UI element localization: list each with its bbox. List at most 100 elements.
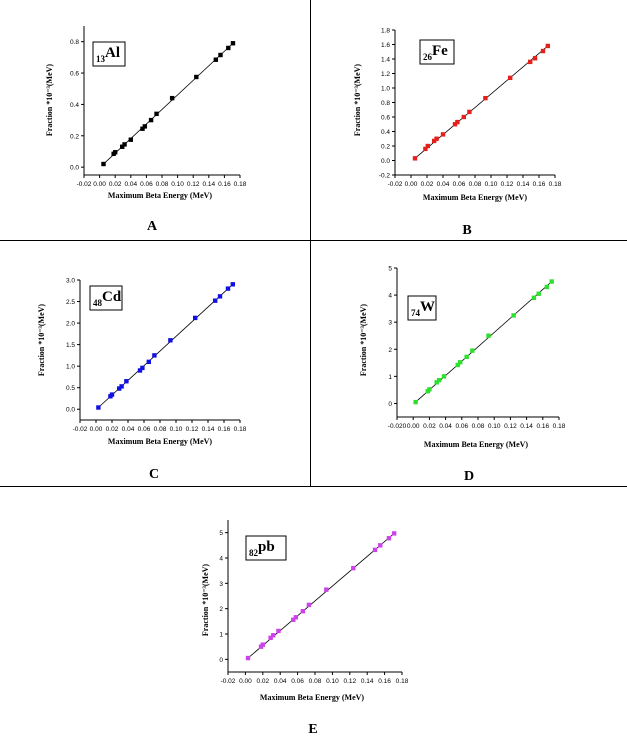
x-tick-label: 0.04 (274, 678, 287, 685)
panel-letter: E (308, 722, 317, 737)
chart-panel-d: -0.020 0.00 0.02 0.04 0.06 0.08 0.10 0.12 0.14 0.… (359, 266, 566, 485)
x-tick-label: 0.10 (171, 181, 184, 188)
x-tick-label: 0.10 (170, 426, 183, 433)
element-label: 26Fe (423, 43, 448, 62)
element-atomic-number: 82 (249, 548, 259, 558)
y-tick-label: 3 (388, 320, 392, 327)
data-point (140, 365, 145, 371)
x-tick-label: 0.00 (90, 426, 103, 433)
data-point (154, 111, 159, 117)
x-tick-label: 0.18 (553, 423, 566, 430)
element-label-box (419, 39, 455, 65)
x-tick-label: 0.14 (517, 181, 530, 188)
data-point (391, 531, 397, 536)
element-label: 13Al (96, 45, 120, 64)
element-atomic-number: 26 (423, 52, 433, 62)
x-tick-label: 0.16 (536, 423, 549, 430)
y-axis-label: Fraction *10⁻³(MeV) (45, 64, 54, 136)
data-point (117, 386, 122, 391)
y-tick-label: 3 (219, 581, 223, 588)
data-point (455, 119, 460, 125)
x-tick-label: 0.00 (239, 678, 252, 685)
x-tick-label: 0.12 (186, 426, 199, 433)
data-point (378, 543, 383, 548)
data-point (549, 279, 554, 284)
data-point (412, 156, 418, 161)
data-point (508, 75, 513, 81)
y-tick-label: 1.6 (381, 42, 390, 49)
data-point (148, 117, 154, 123)
data-point (225, 286, 231, 291)
y-tick-label: 1.2 (381, 71, 390, 78)
y-tick-label: 5 (388, 266, 392, 273)
divider-row-2 (0, 486, 627, 487)
data-point (464, 354, 469, 360)
element-label: 74W (411, 299, 435, 318)
panel-letter: D (464, 469, 474, 484)
data-point (413, 399, 418, 405)
element-label-box (245, 535, 287, 561)
x-tick-label: 0.18 (549, 181, 562, 188)
element-symbol: pb (258, 539, 275, 555)
y-tick-label: 2.5 (66, 299, 75, 306)
divider-col-top (310, 0, 311, 486)
element-label-box (92, 41, 126, 67)
x-tick-label: 0.16 (218, 181, 231, 188)
data-point (245, 655, 251, 661)
element-label: 48Cd (93, 289, 122, 308)
y-tick-label: 2.0 (66, 321, 75, 328)
element-label: 82pb (249, 539, 275, 558)
x-tick-label: 0.02 (423, 423, 436, 430)
data-point (213, 298, 218, 303)
element-symbol: Fe (432, 43, 448, 59)
x-tick-label: 0.00 (407, 423, 420, 430)
y-tick-label: 1.0 (66, 364, 75, 371)
data-point (467, 109, 472, 115)
y-tick-label: 1.0 (381, 86, 390, 93)
data-point (276, 628, 281, 634)
y-tick-label: 5 (219, 530, 223, 537)
data-point (152, 353, 157, 358)
x-tick-label: 0.18 (396, 678, 409, 685)
x-tick-label: 0.06 (140, 181, 153, 188)
x-axis-label: Maximum Beta Energy (MeV) (260, 693, 365, 702)
y-tick-label: 0.0 (66, 407, 75, 414)
x-tick-label: 0.12 (343, 678, 356, 685)
y-tick-label: 0.5 (66, 385, 75, 392)
x-tick-label: -0.02 (221, 678, 236, 685)
x-tick-label: 0.08 (309, 678, 322, 685)
y-tick-label: 1.5 (66, 342, 75, 349)
x-tick-label: 0.18 (234, 181, 247, 188)
x-tick-label: 0.06 (291, 678, 304, 685)
data-point (545, 43, 550, 49)
y-tick-label: 2 (219, 606, 223, 613)
data-point (218, 52, 223, 58)
y-tick-label: 0 (219, 657, 223, 664)
chart-panel-b: -0.02 0.00 0.02 0.04 0.06 0.08 0.10 0.12 0.14 0.1… (353, 28, 562, 239)
x-tick-label: -0.02 (388, 181, 403, 188)
data-point (168, 338, 173, 343)
y-axis-label: Fraction *10⁻³(MeV) (201, 564, 210, 636)
data-point (291, 617, 296, 623)
x-axis-label: Maximum Beta Energy (MeV) (108, 437, 213, 446)
data-point (113, 150, 118, 155)
y-tick-label: 0.8 (70, 39, 79, 46)
data-point (128, 137, 133, 142)
x-tick-label: 0.16 (218, 426, 231, 433)
data-point (386, 536, 392, 541)
x-tick-label: 0.08 (154, 426, 167, 433)
y-tick-label: 4 (219, 556, 223, 563)
x-tick-label: 0.00 (405, 181, 418, 188)
data-point (124, 379, 129, 384)
x-tick-label: 0.06 (453, 181, 466, 188)
data-point (461, 114, 466, 120)
data-point (483, 95, 488, 101)
x-axis-label: Maximum Beta Energy (MeV) (424, 440, 529, 449)
y-axis-label: Fraction *10⁻³(MeV) (37, 304, 46, 376)
y-tick-label: 0.0 (381, 158, 390, 165)
data-point (457, 360, 463, 365)
data-point (122, 142, 127, 147)
x-tick-label: 0.00 (93, 181, 106, 188)
x-tick-label: 0.14 (202, 426, 215, 433)
